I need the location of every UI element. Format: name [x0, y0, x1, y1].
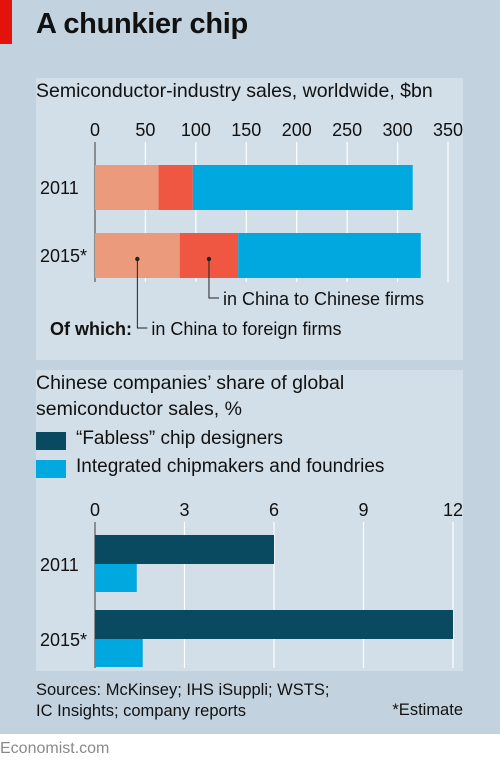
- legend-label-integrated: Integrated chipmakers and foundries: [76, 456, 385, 477]
- annotation-foreign-firms: in China to foreign firms: [151, 319, 341, 339]
- legend-swatch-fabless: [36, 432, 66, 450]
- category-label: 2011: [40, 555, 79, 575]
- sources-line-1: Sources: McKinsey; IHS iSuppli; WSTS;: [36, 681, 330, 699]
- bar-rest-of-world: [192, 165, 413, 210]
- x-tick-label: 9: [358, 500, 368, 520]
- chart1-background: [36, 78, 463, 360]
- annotation-heading: Of which:: [50, 319, 132, 339]
- annotation-line-foreign: [136, 259, 148, 329]
- legend-label-fabless: “Fabless” chip designers: [76, 428, 283, 449]
- main-title: A chunkier chip: [36, 8, 248, 40]
- x-tick-label: 12: [443, 500, 463, 520]
- bar-fabless: [95, 535, 274, 564]
- x-tick-label: 50: [135, 120, 155, 140]
- bar-integrated: [95, 564, 137, 592]
- x-tick-label: 6: [269, 500, 279, 520]
- x-tick-label: 150: [231, 120, 261, 140]
- bar-foreign-firms: [95, 165, 159, 210]
- category-label: 2015*: [40, 246, 87, 266]
- x-tick-label: 250: [332, 120, 362, 140]
- x-tick-label: 100: [181, 120, 211, 140]
- x-tick-label: 200: [282, 120, 312, 140]
- sources-note: Sources: McKinsey; IHS iSuppli; WSTS; IC…: [36, 680, 329, 722]
- bar-rest-of-world: [238, 233, 421, 278]
- x-tick-label: 0: [90, 500, 100, 520]
- bar-fabless: [95, 610, 453, 639]
- annotation-chinese-firms: in China to Chinese firms: [223, 289, 424, 309]
- sources-line-2: IC Insights; company reports: [36, 702, 247, 720]
- chart2-title: Chinese companies’ share of global semic…: [36, 372, 345, 420]
- bar-integrated: [95, 639, 143, 667]
- category-label: 2011: [40, 178, 79, 198]
- annotation-line-chinese: [208, 259, 219, 299]
- x-tick-label: 350: [433, 120, 463, 140]
- bar-chinese-firms: [158, 165, 193, 210]
- x-tick-label: 300: [383, 120, 413, 140]
- legend-swatch-integrated: [36, 460, 66, 478]
- x-tick-label: 0: [90, 120, 100, 140]
- brand-footer: Economist.com: [0, 740, 110, 757]
- x-tick-label: 3: [179, 500, 189, 520]
- brand-red-tag: [0, 0, 12, 44]
- category-label: 2015*: [40, 630, 87, 650]
- estimate-note: *Estimate: [392, 701, 463, 719]
- chart1-title: Semiconductor-industry sales, worldwide,…: [36, 80, 433, 102]
